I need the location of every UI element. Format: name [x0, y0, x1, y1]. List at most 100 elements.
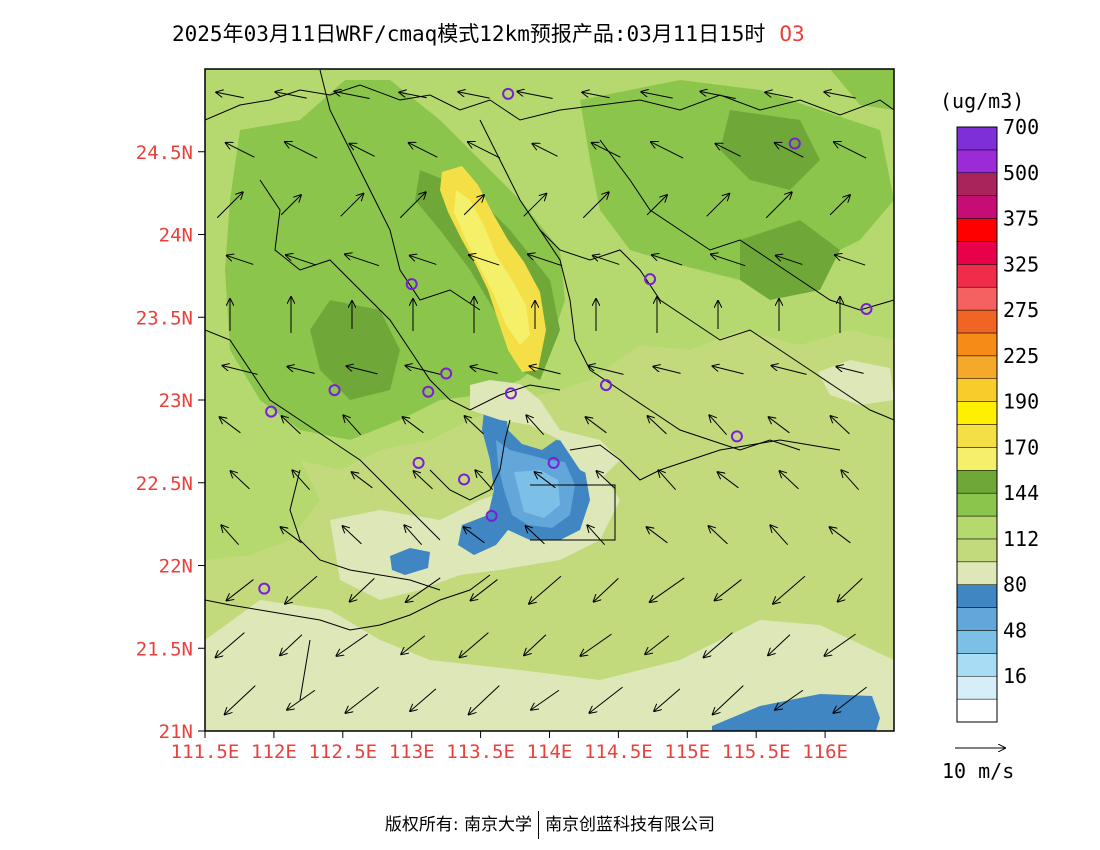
wind-arrow: [535, 472, 556, 489]
ozone-zone-low-north-patch: [470, 380, 620, 480]
wind-arrow: [589, 366, 624, 375]
legend-swatch: [956, 218, 998, 242]
legend-level-label: 48: [1003, 618, 1027, 642]
wind-arrow: [650, 577, 685, 602]
lon-tick-label: 116E: [802, 741, 848, 763]
wind-arrow: [592, 143, 621, 158]
lon-tick-label: 111.5E: [171, 741, 240, 763]
wind-arrow: [836, 367, 864, 374]
wind-arrow: [775, 689, 804, 709]
wind-arrow: [833, 686, 867, 713]
plot-area: [205, 69, 894, 731]
lat-tick-label: 22.5N: [136, 473, 193, 495]
legend-swatch: [956, 492, 998, 517]
wind-arrow: [414, 471, 433, 490]
wind-arrow: [275, 92, 307, 99]
wind-arrow: [475, 470, 494, 491]
ozone-zone-mid-green-2: [580, 80, 894, 280]
wind-arrow: [464, 527, 485, 544]
legend-level-label: 275: [1003, 298, 1039, 322]
ozone-zone-south-light: [205, 600, 894, 731]
wind-arrow: [352, 472, 373, 489]
longitude-axis: 111.5E 112E 112.5E 113E 113.5E 114E 114.5E 115E…: [171, 731, 848, 763]
lat-tick-label: 24.5N: [136, 142, 193, 164]
wind-arrow: [700, 91, 736, 100]
wind-arrow: [404, 525, 423, 546]
wind-arrow: [528, 254, 563, 267]
wind-arrow: [345, 686, 379, 713]
wind-arrow: [597, 471, 616, 490]
legend-swatch: [956, 698, 998, 723]
wind-arrow: [529, 575, 562, 603]
wind-arrow: [285, 575, 318, 603]
wind-arrow: [399, 192, 425, 219]
color-legend: 16 48 80 112 144 170 190 225 275 325 375 500 700: [956, 115, 1039, 723]
wind-arrow: [292, 470, 311, 491]
station-marker: [504, 387, 517, 400]
legend-swatch: [956, 401, 998, 425]
lon-tick-label: 112E: [251, 741, 297, 763]
legend-swatch: [956, 584, 998, 608]
wind-scale-label: 10 m/s: [942, 759, 1014, 783]
copyright-rights: 版权所有: 南京大学: [384, 815, 533, 835]
species-label: O3: [779, 22, 805, 46]
legend-level-label: 325: [1003, 252, 1039, 276]
wind-arrow: [401, 635, 426, 654]
wind-arrow: [345, 254, 380, 267]
wind-arrow: [458, 92, 490, 99]
wind-arrow: [776, 256, 803, 265]
wind-arrow: [773, 575, 806, 603]
wind-arrow: [713, 685, 744, 715]
wind-arrow: [216, 632, 245, 658]
lon-tick-label: 114.5E: [584, 741, 653, 763]
legend-swatch: [956, 538, 998, 563]
wind-arrow: [765, 92, 793, 99]
wind-arrow: [652, 255, 683, 266]
wind-arrow: [524, 634, 547, 656]
wind-arrow: [529, 366, 561, 375]
station-marker: [788, 137, 801, 150]
lat-tick-label: 21.5N: [136, 638, 193, 660]
wind-arrow: [410, 256, 437, 265]
wind-arrow: [645, 635, 670, 654]
wind-arrow: [582, 192, 608, 219]
legend-swatch: [956, 630, 998, 654]
legend-swatch: [956, 286, 998, 311]
legend-swatch: [956, 332, 998, 357]
station-marker: [860, 302, 873, 315]
wind-arrow: [712, 366, 744, 375]
station-marker: [328, 384, 341, 397]
station-marker: [599, 379, 612, 392]
wind-arrow: [406, 577, 441, 602]
legend-level-label: 170: [1003, 435, 1039, 459]
legend-swatch: [956, 172, 998, 196]
wind-arrow: [831, 416, 850, 435]
wind-arrow: [709, 526, 728, 545]
legend-frame: [956, 126, 998, 723]
legend-swatch: [956, 447, 998, 471]
wind-arrow: [709, 415, 728, 436]
wind-arrow: [770, 525, 789, 546]
wind-arrow: [465, 416, 484, 435]
wind-arrow: [517, 91, 553, 100]
wind-arrow: [350, 577, 375, 601]
station-marker: [730, 430, 743, 443]
wind-arrow: [582, 92, 610, 99]
latitude-axis: 21N 21.5N 22N 22.5N 23N 23.5N 24N 24.5N: [136, 142, 205, 743]
station-marker: [405, 278, 418, 291]
wind-arrow: [775, 143, 804, 158]
legend-level-label: 225: [1003, 344, 1039, 368]
wind-arrow: [715, 144, 741, 157]
lon-tick-label: 113.5E: [446, 741, 515, 763]
wind-arrow: [470, 367, 498, 374]
station-marker: [458, 473, 471, 486]
legend-level-label: 80: [1003, 573, 1027, 597]
wind-arrow: [281, 527, 302, 544]
wind-arrow: [280, 195, 301, 216]
station-marker: [547, 456, 560, 469]
wind-arrow: [227, 256, 254, 265]
wind-arrow: [526, 415, 545, 436]
wind-arrow: [287, 367, 315, 374]
wind-arrow: [340, 194, 364, 217]
